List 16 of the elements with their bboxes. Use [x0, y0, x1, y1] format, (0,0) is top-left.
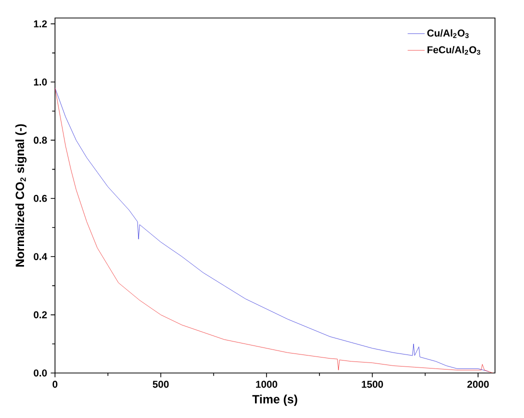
y-tick-label: 1.2 [34, 20, 47, 28]
y-axis-title: Normalized CO$_{2}$ signal (-) [15, 124, 27, 267]
y-tick-label: 0.2 [34, 311, 47, 318]
y-tick-label: 0.6 [34, 194, 47, 202]
x-tick-label: 0 [52, 380, 58, 388]
y-tick-label: 1.0 [34, 78, 47, 86]
x-tick-label: 1000 [256, 380, 278, 388]
y-tick-label: 0.4 [34, 253, 48, 260]
x-tick-label: 2000 [467, 380, 489, 388]
legend-label: FeCu/Al$_{2}$O$_{3}$ [428, 46, 480, 55]
x-tick-label: 1500 [362, 380, 383, 388]
y-tick-label: 0.8 [34, 136, 47, 144]
legend-label: Cu/Al$_{2}$O$_{3}$ [427, 29, 469, 38]
x-axis-title: Time (s) [252, 394, 298, 406]
y-tick-label: 0.0 [34, 369, 47, 377]
x-tick-label: 500 [152, 380, 169, 388]
